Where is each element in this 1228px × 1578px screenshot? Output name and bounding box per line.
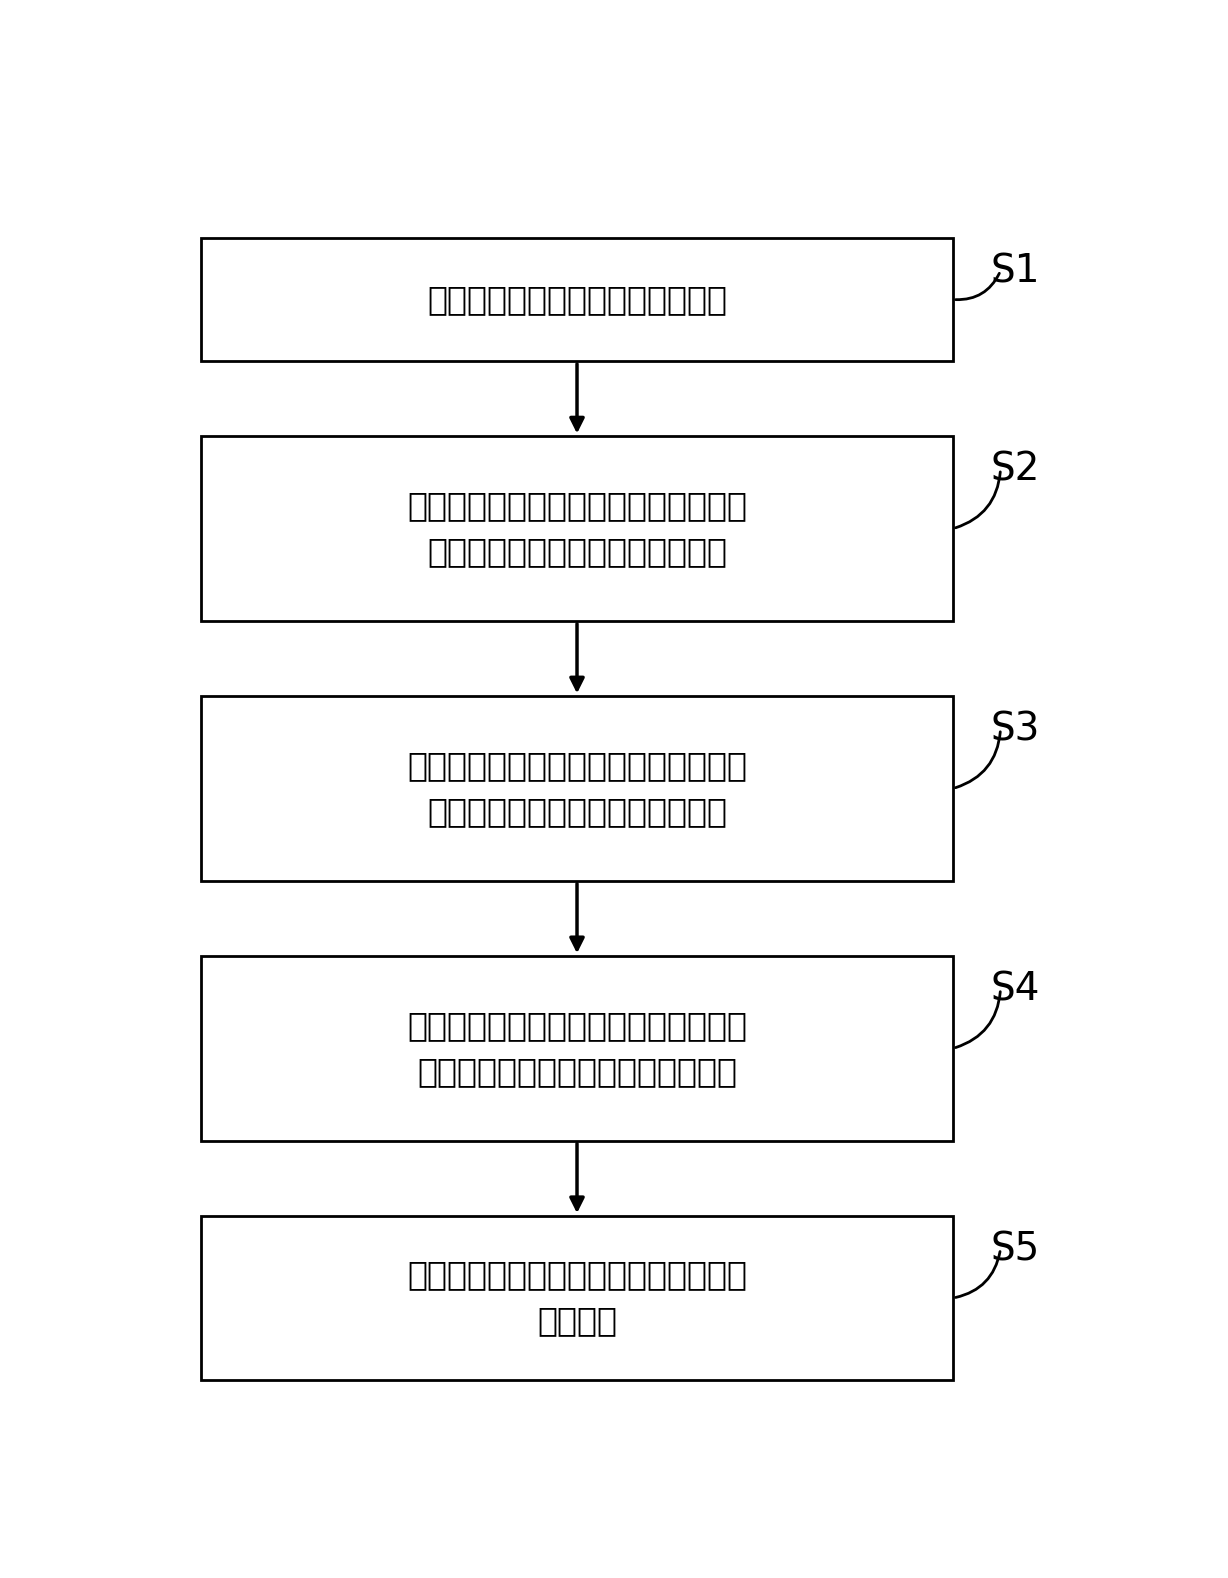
- Text: S5: S5: [991, 1231, 1040, 1269]
- Text: 根据优化的反馈控制率控制伺服电机的
运行转送: 根据优化的反馈控制率控制伺服电机的 运行转送: [406, 1259, 747, 1338]
- Text: S2: S2: [991, 451, 1040, 489]
- Bar: [201, 956, 953, 1141]
- Text: S3: S3: [991, 710, 1040, 750]
- Text: S4: S4: [991, 970, 1040, 1008]
- Bar: [201, 238, 953, 361]
- Bar: [201, 1217, 953, 1381]
- Bar: [201, 436, 953, 622]
- Text: S1: S1: [991, 252, 1040, 290]
- Text: 采用混沌动态烟花算法优化反馈控制率
的控制参数，得到优化的反馈控制率: 采用混沌动态烟花算法优化反馈控制率 的控制参数，得到优化的反馈控制率: [406, 1008, 747, 1087]
- Text: 获取伺服电机运行转送的历史数据: 获取伺服电机运行转送的历史数据: [427, 282, 727, 316]
- Text: 采用粒子群算法对历史数据进行离线辨
识，构建伺服驱动系统的对象模型: 采用粒子群算法对历史数据进行离线辨 识，构建伺服驱动系统的对象模型: [406, 489, 747, 568]
- Text: 根据对象模型设计离散时间微分平坦控
制器，得到微分平坦的反馈控制率: 根据对象模型设计离散时间微分平坦控 制器，得到微分平坦的反馈控制率: [406, 750, 747, 828]
- Bar: [201, 696, 953, 881]
